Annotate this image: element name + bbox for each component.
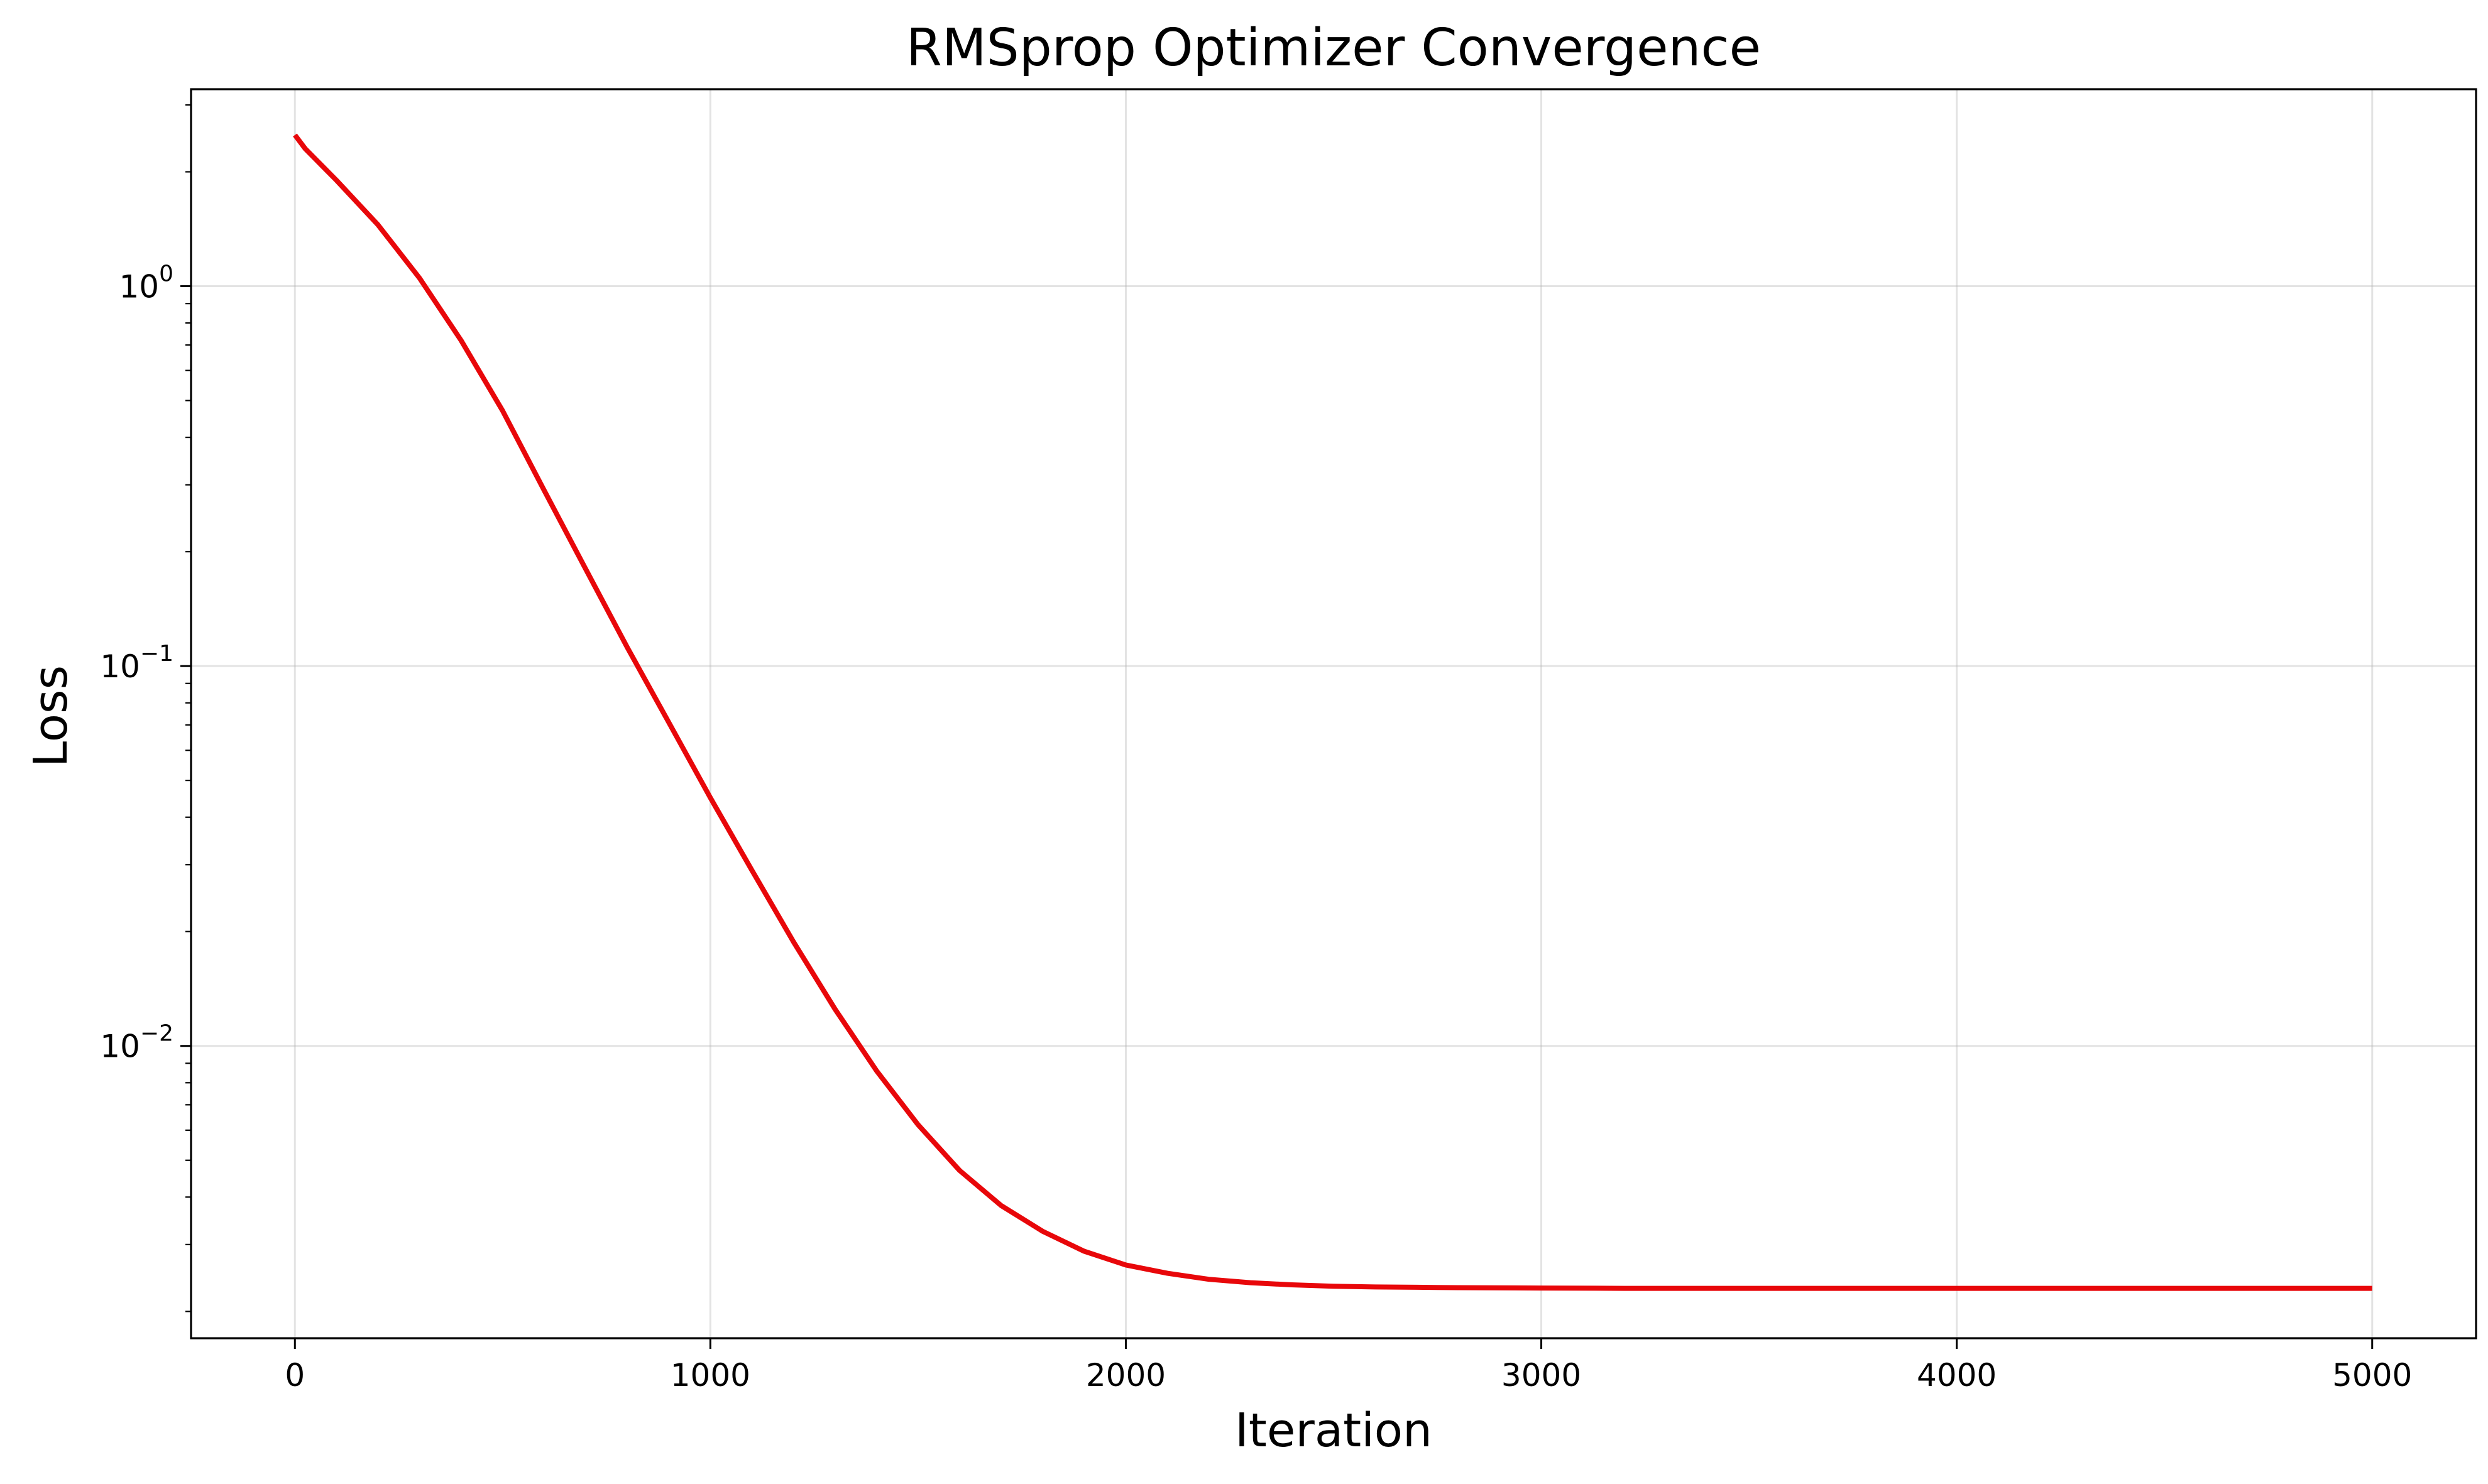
- x-axis-label: Iteration: [1235, 1404, 1432, 1458]
- x-tick-label: 1000: [671, 1357, 750, 1394]
- y-tick-label: 10−1: [100, 641, 173, 685]
- series-layer: [293, 133, 2372, 1291]
- grid-layer: [191, 89, 2476, 1338]
- x-tick-label: 5000: [2332, 1357, 2412, 1394]
- x-tick-label: 4000: [1917, 1357, 1997, 1394]
- x-tick-label: 3000: [1501, 1357, 1581, 1394]
- x-tick-label: 0: [285, 1357, 305, 1394]
- loss-series-line: [293, 133, 2372, 1291]
- y-tick-label: 10−2: [100, 1021, 173, 1065]
- chart-title: RMSprop Optimizer Convergence: [906, 18, 1761, 78]
- y-tick-label: 100: [119, 261, 173, 305]
- tick-layer: 0 1000 2000 3000 4000 5000 100 10−1 10−2: [100, 104, 2412, 1394]
- y-axis-label: Loss: [24, 665, 78, 767]
- plot-frame: [190, 88, 2477, 1339]
- x-tick-label: 2000: [1086, 1357, 1166, 1394]
